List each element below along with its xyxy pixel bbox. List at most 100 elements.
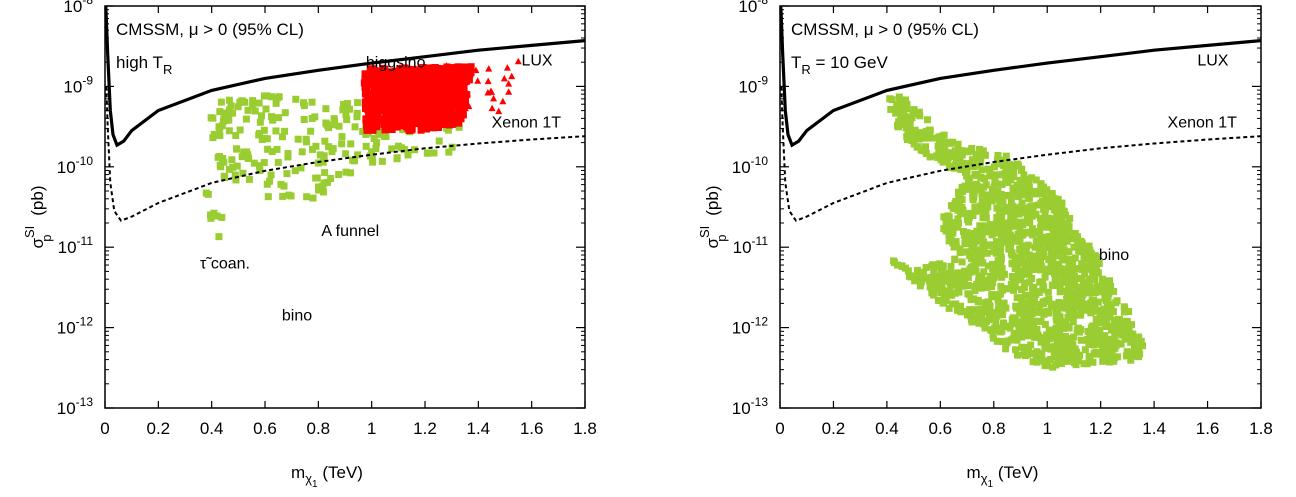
bino-point [1025, 263, 1032, 270]
bino-point [1026, 302, 1033, 309]
bino-point [311, 113, 318, 120]
bino-point [1121, 303, 1128, 310]
bino-point [1021, 209, 1028, 216]
bino-point [991, 228, 998, 235]
bino-point [1050, 228, 1057, 235]
panel-title: CMSSM, μ > 0 (95% CL) [116, 20, 304, 39]
bino-point [963, 173, 970, 180]
bino-point [1072, 346, 1079, 353]
bino-point [261, 159, 268, 166]
bino-point [1039, 335, 1046, 342]
higgsino-point [505, 88, 512, 95]
bino-point [322, 105, 329, 112]
y-tick-label: 10-8 [738, 0, 768, 16]
higgsino-point [504, 64, 511, 71]
bino-point [279, 193, 286, 200]
bino-point [1045, 215, 1052, 222]
bino-point [938, 135, 945, 142]
bino-point [923, 128, 930, 135]
bino-point [228, 156, 235, 163]
bino-point [1066, 325, 1073, 332]
bino-point [303, 136, 310, 143]
higgsino-point [362, 71, 369, 78]
bino-point [985, 191, 992, 198]
annotation-lux: LUX [521, 53, 552, 70]
bino-point [970, 193, 977, 200]
bino-point [899, 112, 906, 119]
bino-point [1079, 240, 1086, 247]
bino-point [1012, 346, 1019, 353]
bino-point [990, 248, 997, 255]
bino-point [954, 215, 961, 222]
bino-point [949, 270, 956, 277]
bino-point [1037, 237, 1044, 244]
bino-point [379, 158, 386, 165]
bino-point [1010, 335, 1017, 342]
bino-point [1093, 267, 1100, 274]
bino-point [1067, 260, 1074, 267]
bino-point [354, 99, 361, 106]
right-panel: 0 0.2 0.4 0.6 0.8 1 1.2 1.4 1.6 1.8 10-13 10-12 10-1… [697, 0, 1273, 490]
bino-point [916, 112, 923, 119]
higgsino-point [485, 78, 492, 85]
bino-point [971, 314, 978, 321]
bino-point [955, 189, 962, 196]
bino-point [1118, 341, 1125, 348]
bino-point [967, 186, 974, 193]
bino-point [1078, 337, 1085, 344]
bino-point [1064, 314, 1071, 321]
bino-point [1133, 344, 1140, 351]
y-tick-label: 10-12 [57, 315, 94, 338]
bino-point [1008, 207, 1015, 214]
bino-point [959, 258, 966, 265]
bino-point [903, 133, 910, 140]
x-tick-label: 0.8 [982, 419, 1006, 438]
bino-point [1078, 297, 1085, 304]
bino-point [338, 140, 345, 147]
y-tick-label: 10-12 [732, 315, 769, 338]
higgsino-point [420, 116, 427, 123]
bino-point [984, 242, 991, 249]
bino-point [892, 110, 899, 117]
higgsino-point [445, 114, 452, 121]
bino-point [320, 188, 327, 195]
bino-point [1032, 244, 1039, 251]
bino-point [1030, 284, 1037, 291]
bino-point [393, 155, 400, 162]
bino-point [436, 138, 443, 145]
bino-point [338, 133, 345, 140]
higgsino-point [388, 90, 395, 97]
higgsino-point [404, 87, 411, 94]
bino-point [268, 93, 275, 100]
bino-point [315, 160, 322, 167]
bino-point [1095, 288, 1102, 295]
bino-point [1011, 238, 1018, 245]
bino-point [951, 256, 958, 263]
bino-point [1047, 332, 1054, 339]
bino-point [985, 299, 992, 306]
higgsino-point [499, 98, 506, 105]
higgsino-point [444, 72, 451, 79]
bino-point [1107, 288, 1114, 295]
bino-point [1045, 196, 1052, 203]
bino-point [908, 127, 915, 134]
bino-point [1045, 289, 1052, 296]
y-tick-label: 10-9 [738, 73, 768, 96]
bino-point [1002, 345, 1009, 352]
bino-point [1028, 275, 1035, 282]
x-tick-label: 1.2 [1089, 419, 1113, 438]
bino-point [1110, 308, 1117, 315]
bino-point [1000, 319, 1007, 326]
bino-point [292, 96, 299, 103]
bino-point [1097, 312, 1104, 319]
higgsino-point [424, 105, 431, 112]
higgsino-point [362, 98, 369, 105]
bino-point [990, 335, 997, 342]
higgsino-point [367, 121, 374, 128]
bino-point [281, 128, 288, 135]
bino-point [276, 93, 283, 100]
bino-point [982, 306, 989, 313]
bino-point [1012, 265, 1019, 272]
bino-point [999, 265, 1006, 272]
bino-point [969, 263, 976, 270]
